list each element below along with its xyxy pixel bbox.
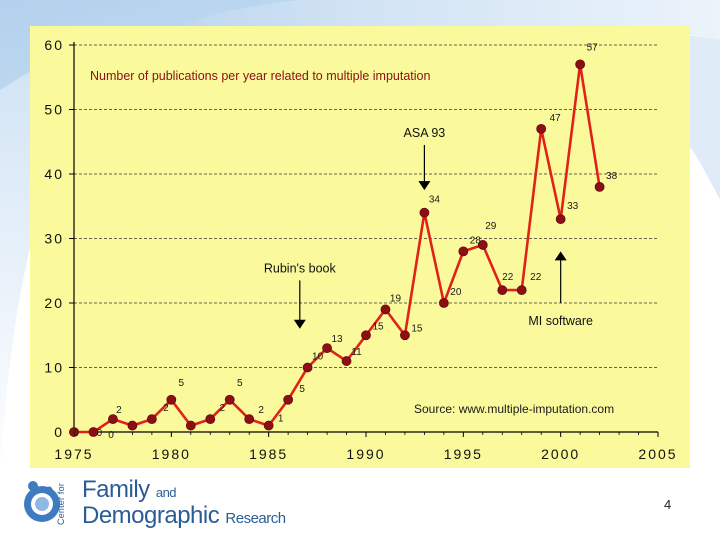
- data-point-1997: [497, 285, 508, 296]
- data-label-1990: 15: [372, 321, 384, 332]
- data-point-1977: [108, 414, 118, 425]
- data-point-1986: [283, 394, 294, 405]
- x-tick-label-1975: 1975: [54, 446, 93, 462]
- data-point-1992: [400, 330, 410, 341]
- data-label-1976: 0: [97, 428, 103, 439]
- annotation-arrowhead-asa-93: [418, 181, 431, 191]
- data-point-1999: [536, 123, 547, 134]
- series-publications: [69, 59, 605, 437]
- data-label-1988: 13: [332, 334, 344, 345]
- data-point-1990: [361, 330, 371, 341]
- data-label-1989: 11: [351, 347, 362, 358]
- y-tick-label-0: 0: [54, 424, 64, 440]
- data-label-2001: 57: [587, 42, 599, 53]
- cfdr-logo: Center for Family and Demographic Resear…: [22, 476, 286, 532]
- y-tick-label-50: 50: [44, 102, 64, 118]
- data-point-1998: [516, 285, 527, 296]
- data-point-1996: [477, 240, 488, 250]
- y-tick-label-30: 30: [44, 231, 64, 247]
- data-label-1986: 5: [299, 384, 305, 395]
- data-label-1999: 47: [550, 113, 562, 124]
- data-label-1977: 0: [108, 430, 114, 441]
- data-point-1995: [458, 246, 469, 257]
- data-point-1982: [205, 414, 216, 425]
- data-label-1993: 34: [429, 195, 441, 206]
- x-tick-label-2005: 2005: [638, 446, 677, 462]
- data-point-1980: [166, 394, 177, 405]
- x-tick-label-1985: 1985: [249, 446, 288, 462]
- data-point-2000: [555, 214, 566, 225]
- x-tick-label-1980: 1980: [152, 446, 191, 462]
- y-tick-label-60: 60: [44, 37, 64, 53]
- data-label-1985: 1: [278, 414, 284, 425]
- data-label-1980: 5: [179, 378, 185, 389]
- data-label-1987: 10: [312, 352, 324, 363]
- data-point-1984: [244, 414, 255, 425]
- y-tick-label-40: 40: [44, 166, 64, 182]
- data-point-1978: [127, 420, 138, 431]
- data-point-1976: [88, 427, 99, 437]
- annotation-arrowhead-rubin-s-book: [293, 319, 306, 329]
- data-label-1995: 28: [470, 235, 482, 246]
- data-label-2002: 38: [606, 171, 618, 182]
- data-label-1982: 2: [219, 403, 225, 414]
- annotation-asa-93: ASA 93: [404, 126, 446, 140]
- data-point-1991: [380, 304, 391, 315]
- data-label-1979: 2: [163, 403, 169, 414]
- logo-center-for: Center for: [56, 482, 66, 526]
- data-point-1988: [322, 343, 332, 354]
- data-point-1979: [146, 414, 157, 425]
- data-label-1984: 2: [258, 405, 264, 416]
- data-point-1994: [438, 298, 449, 308]
- data-point-1993: [419, 207, 430, 218]
- data-label-1991: 19: [390, 293, 402, 304]
- annotation-arrowhead-mi-software: [554, 251, 567, 261]
- data-label-1998: 22: [530, 272, 542, 283]
- data-point-1983: [224, 394, 235, 405]
- chart-title: Number of publications per year related …: [90, 69, 431, 83]
- data-label-1996: 29: [485, 221, 497, 232]
- page-number: 4: [664, 497, 672, 512]
- y-tick-label-10: 10: [44, 360, 64, 376]
- data-point-2002: [594, 181, 605, 192]
- data-point-1981: [185, 420, 196, 431]
- x-tick-label-2000: 2000: [541, 446, 580, 462]
- data-label-1992: 15: [411, 323, 423, 334]
- data-label-1998: 22: [502, 272, 514, 283]
- data-label-1975: 0: [73, 428, 79, 439]
- chart-background: [30, 26, 690, 468]
- data-point-1987: [302, 362, 313, 373]
- series-line-publications: [74, 63, 601, 434]
- x-tick-label-1990: 1990: [346, 446, 385, 462]
- annotation-rubin-s-book: Rubin's book: [264, 261, 337, 275]
- data-label-1977: 2: [116, 405, 122, 416]
- source-text: Source: www.multiple-imputation.com: [414, 402, 614, 416]
- data-label-1994: 20: [450, 287, 462, 298]
- logo-family: Family and: [82, 476, 177, 503]
- y-tick-label-20: 20: [44, 295, 64, 311]
- data-point-1985: [263, 420, 274, 431]
- data-point-1975: [69, 427, 79, 437]
- x-tick-label-1995: 1995: [444, 446, 483, 462]
- data-label-1983: 5: [237, 378, 243, 389]
- family-icon: [24, 481, 60, 522]
- annotations: ASA 93 Rubin's book MI software: [264, 126, 593, 329]
- data-point-2001: [575, 59, 586, 70]
- data-point-1989: [341, 356, 352, 366]
- data-label-2000: 33: [567, 201, 579, 212]
- annotation-mi-software: MI software: [528, 314, 593, 328]
- logo-demographic-research: Demographic Research: [82, 502, 286, 529]
